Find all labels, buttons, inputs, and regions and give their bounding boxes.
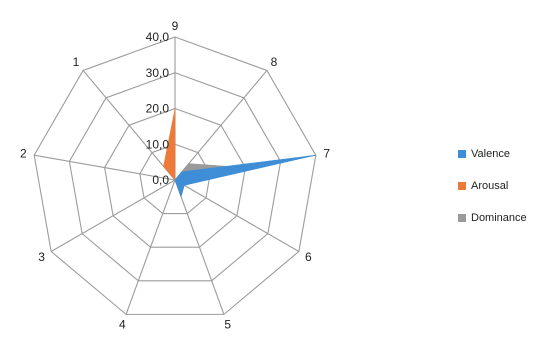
series-arousal	[163, 108, 176, 181]
grid-spoke-4	[125, 179, 176, 315]
legend-swatch-valence	[458, 150, 466, 158]
axis-label-2: 2	[20, 146, 27, 160]
legend-swatch-arousal	[458, 182, 466, 190]
grid-spoke-2	[34, 154, 176, 181]
legend-item-valence: Valence	[458, 146, 527, 162]
legend-item-dominance: Dominance	[458, 210, 527, 226]
grid-spoke-1	[82, 70, 176, 181]
tick-label-3: 30,0	[146, 66, 170, 80]
legend-label-dominance: Dominance	[471, 212, 527, 224]
tick-label-2: 20,0	[146, 102, 170, 116]
tick-label-4: 40,0	[146, 30, 170, 44]
grid-ring-3	[68, 72, 282, 282]
legend: Valence Arousal Dominance	[458, 146, 527, 242]
tick-label-0: 0,0	[152, 173, 169, 187]
grid-ring-2	[104, 107, 246, 248]
series-valence	[174, 154, 316, 198]
axis-label-8: 8	[271, 55, 278, 69]
axis-label-5: 5	[224, 318, 231, 332]
grid-spoke-5	[174, 179, 225, 315]
axis-label-1: 1	[73, 55, 80, 69]
legend-label-valence: Valence	[471, 148, 510, 160]
axis-label-7: 7	[323, 146, 330, 160]
axis-label-4: 4	[119, 318, 126, 332]
grid-spoke-6	[174, 179, 300, 252]
legend-label-arousal: Arousal	[471, 180, 509, 192]
axis-label-6: 6	[305, 250, 312, 264]
grid-spoke-8	[174, 70, 268, 181]
axis-label-3: 3	[38, 250, 45, 264]
radar-tick-labels: 0,0 10,0 20,0 30,0 40,0	[146, 30, 170, 187]
grid-ring-1	[139, 143, 211, 215]
radar-series-layer	[128, 108, 316, 208]
legend-item-arousal: Arousal	[458, 178, 527, 194]
tick-label-1: 10,0	[146, 137, 170, 151]
radar-axis-labels: 9 8 7 6 5 4 3 2 1	[20, 19, 330, 332]
legend-swatch-dominance	[458, 214, 466, 222]
grid-ring-4	[33, 36, 317, 315]
axis-label-9: 9	[172, 19, 179, 33]
